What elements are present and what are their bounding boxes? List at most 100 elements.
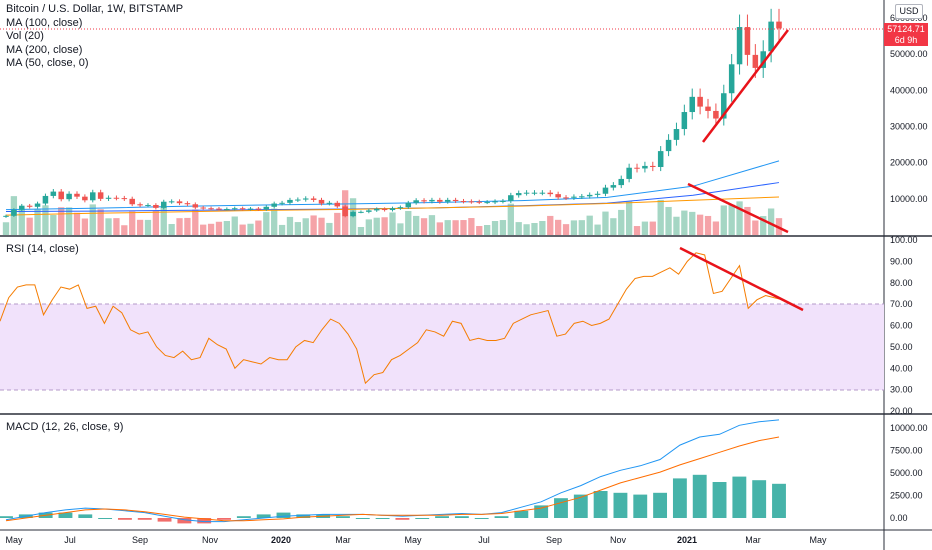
volume-bar [483, 225, 491, 235]
legend-ma100[interactable]: MA (100, close) [6, 16, 83, 29]
macd-histogram-bar [197, 518, 212, 524]
volume-bar [744, 206, 751, 235]
candle-body [176, 201, 183, 204]
macd-histogram-bar [494, 516, 509, 518]
candle-body [500, 201, 506, 203]
candlesticks [3, 8, 782, 218]
volume-bar [34, 208, 41, 235]
volume-bar [539, 221, 546, 235]
macd-histogram-bar [375, 518, 390, 519]
volume-bar [704, 215, 712, 235]
candle-body [571, 196, 577, 198]
volume-bar [326, 222, 333, 235]
candle-body [634, 167, 640, 169]
candle-body [302, 198, 309, 200]
macd-histogram-bar [692, 474, 707, 518]
volume-bar [168, 224, 175, 235]
candle-body [721, 93, 727, 119]
candle-body [42, 195, 49, 204]
time-axis-label: Sep [546, 535, 562, 545]
candle-body [397, 207, 404, 209]
candle-body [736, 27, 743, 65]
time-axis-label: Nov [610, 535, 627, 545]
time-axis-label: May [404, 535, 422, 545]
volume-bar [263, 212, 270, 235]
volume-bar [136, 219, 144, 235]
candle-body [50, 191, 57, 196]
candle-body [366, 210, 372, 212]
macd-legend[interactable]: MACD (12, 26, close, 9) [6, 421, 124, 433]
volume-bar [73, 212, 81, 235]
candle-body [358, 211, 364, 213]
main-legend: Bitcoin / U.S. Dollar, 1W, BITSTAMP MA (… [6, 3, 183, 71]
candle-body [515, 193, 522, 196]
volume-bar [160, 206, 167, 235]
macd-axis-label: 5000.00 [890, 468, 923, 478]
volume-trendline [687, 182, 789, 234]
candle-body [11, 209, 17, 216]
rsi-axis-label: 50.00 [890, 342, 913, 352]
volume-bar [728, 204, 735, 235]
candle-body [121, 198, 128, 200]
rsi-axis-label: 20.00 [890, 406, 913, 416]
candle-body [437, 199, 443, 202]
volume-bar [413, 215, 420, 235]
candle-body [760, 51, 766, 68]
candle-body [531, 192, 538, 194]
currency-badge[interactable]: USD [895, 4, 923, 19]
macd-histogram-bar [276, 512, 291, 518]
candle-body [563, 197, 569, 199]
volume-bar [625, 201, 633, 235]
volume-bar [547, 215, 554, 235]
rsi-axis-label: 80.00 [890, 278, 913, 288]
symbol-title[interactable]: Bitcoin / U.S. Dollar, 1W, BITSTAMP [6, 3, 184, 15]
volume-bar [767, 208, 775, 235]
candle-body [263, 206, 270, 210]
volume-bar [507, 203, 514, 235]
volume-bar [105, 218, 112, 235]
rsi-legend[interactable]: RSI (14, close) [6, 243, 79, 255]
candle-body [105, 197, 112, 199]
macd-histogram-bar [217, 518, 231, 520]
time-axis-label: Mar [335, 535, 351, 545]
candle-body [689, 96, 695, 113]
candle-body [90, 192, 96, 201]
volume-bar [65, 207, 73, 235]
volume-bar [712, 221, 720, 235]
candle-body [295, 199, 301, 201]
legend-vol[interactable]: Vol (20) [6, 30, 44, 42]
legend-ma50[interactable]: MA (50, close, 0) [6, 57, 89, 69]
candle-body [224, 208, 230, 210]
legend-ma200[interactable]: MA (200, close) [6, 43, 83, 56]
volume-bar [294, 222, 302, 235]
candle-body [279, 202, 285, 204]
volume-bar [207, 223, 215, 235]
volume-bar [365, 219, 372, 235]
rsi-trendline [679, 246, 804, 312]
trendlines[interactable] [679, 29, 804, 312]
candle-body [342, 206, 348, 217]
price-axis-label: 40000.00 [890, 85, 928, 95]
rsi-axis-label: 70.00 [890, 299, 913, 309]
volume-bar [26, 217, 33, 235]
candle-body [160, 201, 167, 208]
rsi-series [0, 252, 784, 385]
volume-bar [681, 210, 688, 235]
time-axis-label: Sep [132, 535, 148, 545]
candle-body [476, 201, 483, 203]
macd-histogram-bar [633, 494, 648, 518]
candle-body [492, 201, 498, 203]
macd-histogram-bar [613, 492, 628, 518]
candle-body [539, 192, 546, 194]
volume-bar [444, 220, 451, 235]
candle-body [350, 211, 356, 217]
candle-body [523, 192, 530, 194]
rsi-axis-label: 90.00 [890, 256, 913, 266]
volume-bar [578, 220, 585, 235]
volume-bar [720, 205, 727, 235]
candle-body [129, 198, 135, 205]
candle-body [468, 201, 475, 203]
volume-bar [562, 224, 570, 235]
price-axis-label: 30000.00 [890, 122, 928, 132]
